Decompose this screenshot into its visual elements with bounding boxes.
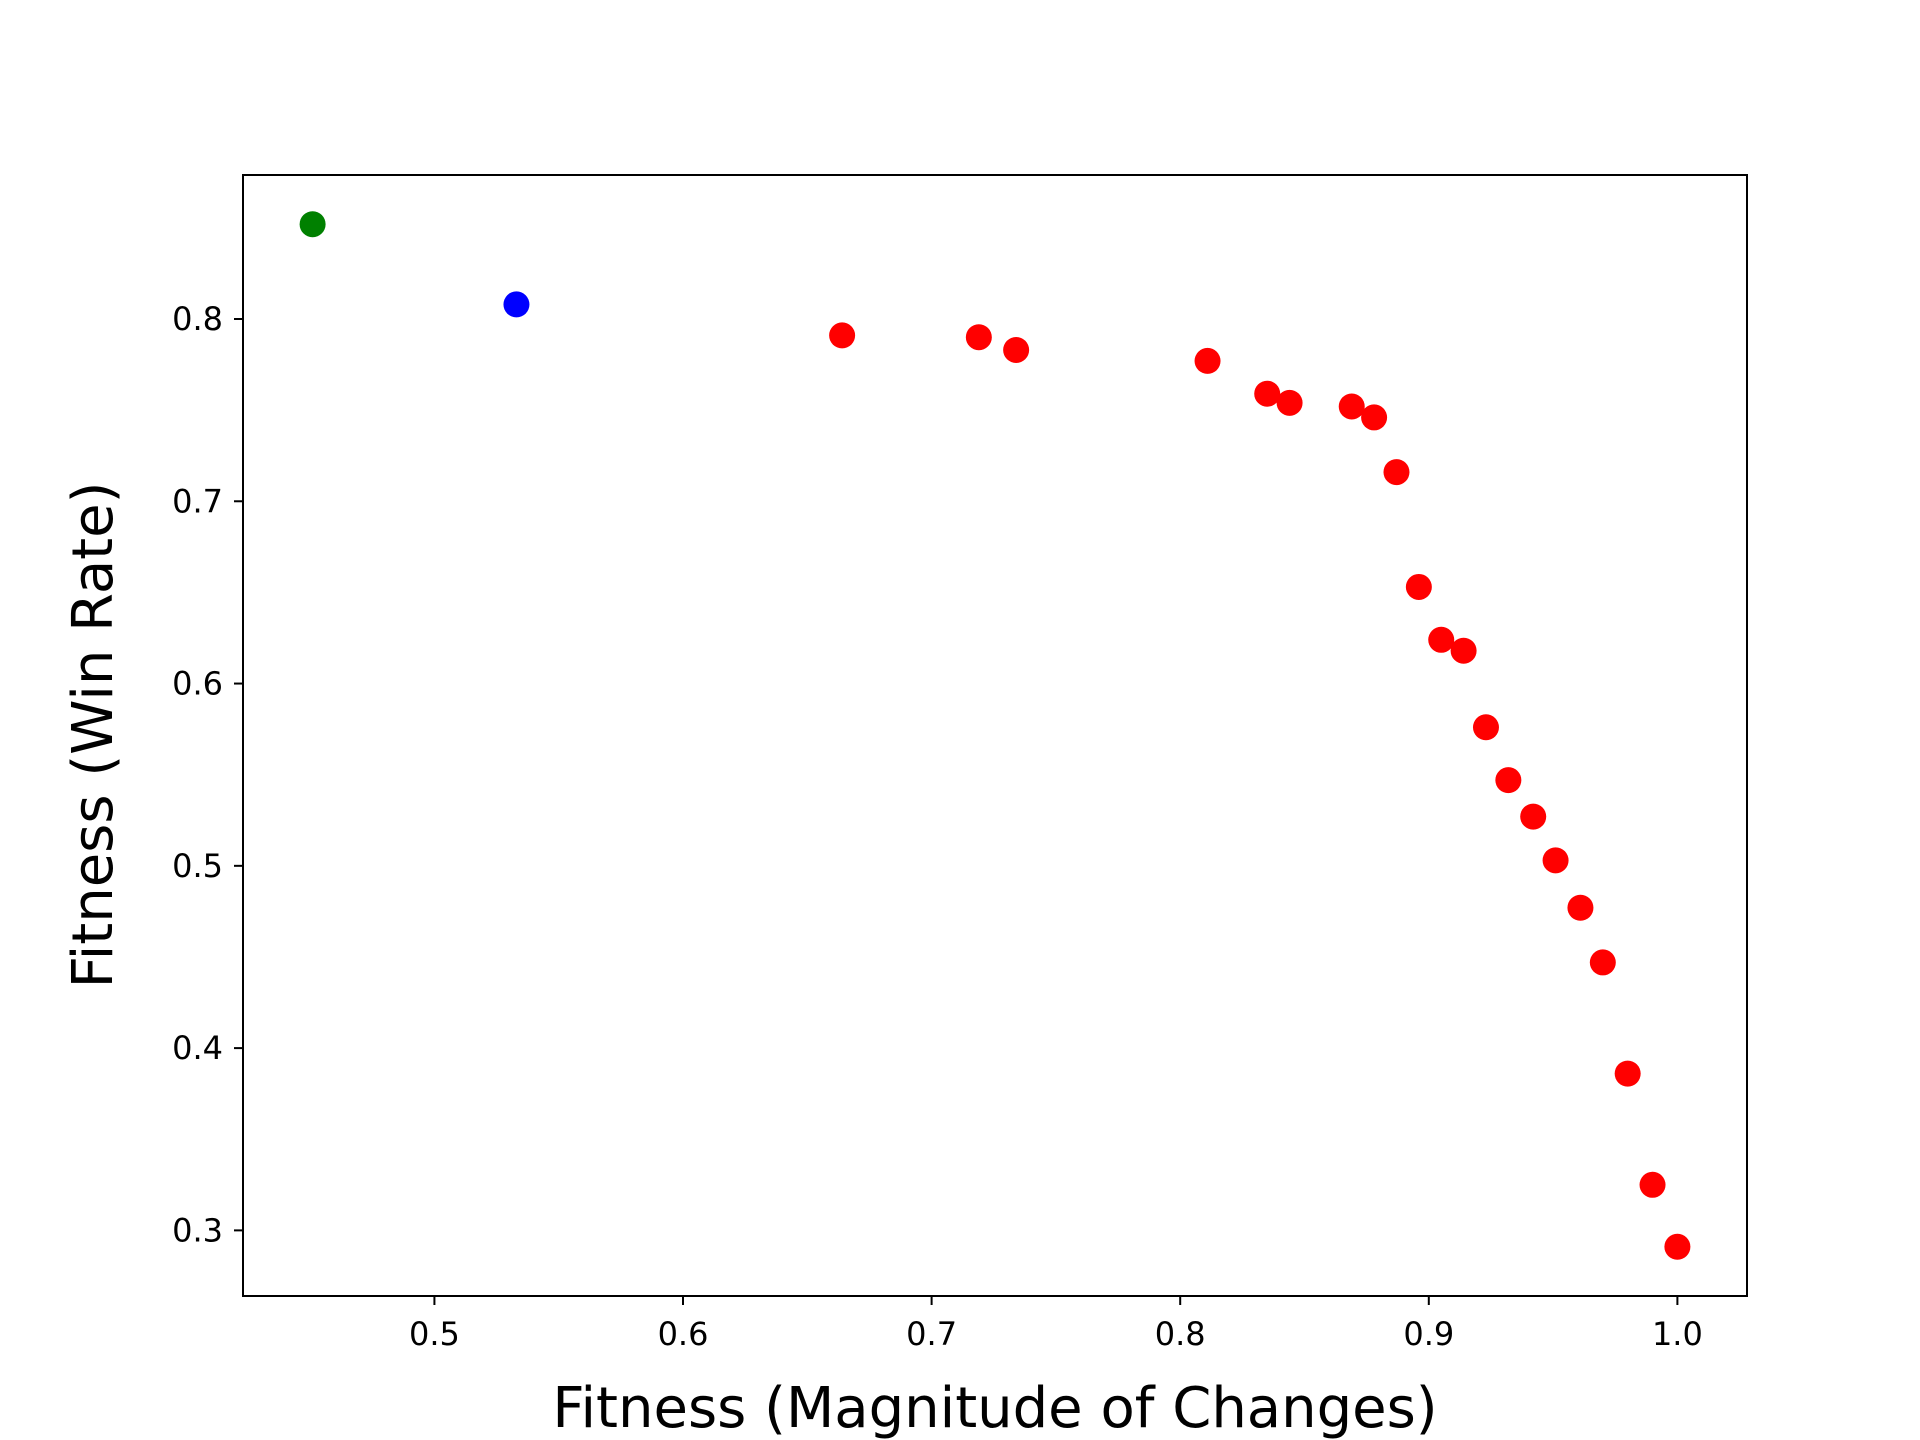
data-point [1276,389,1303,416]
plot-frame [242,174,1748,1297]
data-point [1495,767,1522,794]
x-tick-label: 0.9 [1403,1315,1454,1353]
x-axis-ticks: 0.5 0.6 0.7 0.8 0.9 1.0 [409,1296,1703,1353]
y-tick-label: 0.7 [172,482,223,520]
data-point [1003,336,1030,363]
data-point [829,322,856,349]
data-point [503,291,530,318]
x-tick-label: 1.0 [1652,1315,1703,1353]
x-tick-label: 0.6 [658,1315,709,1353]
data-point [299,211,326,238]
data-point [1450,637,1477,664]
data-point [1664,1233,1691,1260]
y-tick-label: 0.5 [172,847,223,885]
data-point [1361,404,1388,431]
data-point [1542,847,1569,874]
data-point [1520,803,1547,830]
data-point [1405,573,1432,600]
y-tick-label: 0.6 [172,665,223,703]
data-point [965,324,992,351]
data-point [1472,714,1499,741]
y-tick-label: 0.8 [172,300,223,338]
data-point [1383,459,1410,486]
y-axis-ticks: 0.3 0.4 0.5 0.6 0.7 0.8 [172,300,243,1249]
data-point [1614,1060,1641,1087]
y-axis-title: Fitness (Win Rate) [61,482,126,989]
data-points [299,211,1691,1260]
x-tick-label: 0.8 [1155,1315,1206,1353]
data-point [1567,894,1594,921]
y-tick-label: 0.3 [172,1211,223,1249]
plot-area [243,175,1747,1296]
data-point [1194,347,1221,374]
data-point [1639,1171,1666,1198]
data-point [1428,626,1455,653]
x-axis-title: Fitness (Magnitude of Changes) [552,1376,1437,1440]
data-point [1338,393,1365,420]
x-tick-label: 0.7 [906,1315,957,1353]
y-tick-label: 0.4 [172,1029,223,1067]
data-point [1254,380,1281,407]
data-point [1589,949,1616,976]
x-tick-label: 0.5 [409,1315,460,1353]
